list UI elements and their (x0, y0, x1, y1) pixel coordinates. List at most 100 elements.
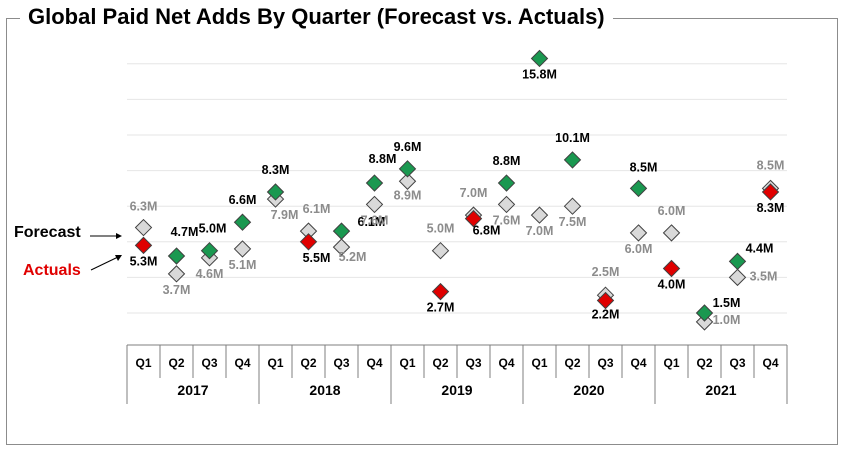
forecast-point (662, 224, 681, 242)
quarter-tick-label: Q3 (597, 356, 613, 370)
forecast-data-label: 7.9M (271, 208, 299, 222)
quarter-tick-label: Q2 (564, 356, 580, 370)
forecast-data-label: 8.5M (757, 158, 785, 172)
forecast-arrow-head (116, 233, 122, 239)
actual-point (761, 183, 780, 201)
actual-point (596, 291, 615, 310)
actual-data-label: 4.4M (746, 241, 774, 255)
forecast-point (695, 313, 714, 331)
quarter-tick-label: Q4 (630, 356, 646, 370)
quarter-tick-label: Q4 (366, 356, 382, 370)
forecast-data-label: 5.0M (427, 222, 455, 236)
actual-data-label: 8.8M (369, 152, 397, 166)
forecast-data-label: 2.5M (592, 265, 620, 279)
forecast-point (728, 268, 747, 287)
actual-point (365, 174, 384, 192)
actual-data-label: 4.7M (171, 225, 199, 239)
forecast-data-label: 7.6M (361, 213, 389, 227)
actual-data-label: 5.0M (199, 222, 227, 236)
year-tick-label: 2020 (573, 382, 604, 398)
forecast-point (332, 238, 351, 256)
forecast-point (233, 240, 252, 258)
legend-actuals-label: Actuals (23, 262, 81, 279)
actual-point (728, 252, 747, 271)
quarter-tick-label: Q4 (762, 356, 778, 370)
actual-point (134, 236, 153, 255)
actual-data-label: 5.3M (130, 254, 158, 268)
actual-point (431, 282, 450, 301)
forecast-point (629, 224, 648, 242)
forecast-point (497, 195, 516, 214)
forecast-data-label: 7.5M (559, 215, 587, 229)
year-tick-label: 2019 (441, 382, 472, 398)
forecast-data-label: 3.7M (163, 283, 191, 297)
gridlines (127, 63, 787, 314)
quarter-tick-label: Q1 (531, 356, 547, 370)
actual-point (464, 209, 483, 228)
actual-point (266, 183, 285, 201)
forecast-data-label: 1.0M (713, 313, 741, 327)
forecast-data-label: 7.0M (526, 224, 554, 238)
forecast-point (365, 195, 384, 214)
actual-point (299, 233, 318, 251)
quarter-tick-label: Q3 (333, 356, 349, 370)
quarter-tick-label: Q4 (234, 356, 250, 370)
actual-data-label: 8.3M (262, 163, 290, 177)
actual-data-label: 8.3M (757, 201, 785, 215)
quarter-tick-label: Q4 (498, 356, 514, 370)
forecast-data-label: 3.5M (750, 269, 778, 283)
forecast-data-label: 8.9M (394, 188, 422, 202)
forecast-point (398, 172, 417, 190)
quarter-tick-label: Q2 (696, 356, 712, 370)
actual-data-label: 9.6M (394, 140, 422, 154)
actual-point (398, 160, 417, 178)
actual-data-label: 5.5M (303, 251, 331, 265)
year-tick-label: 2021 (705, 382, 736, 398)
legend-forecast-label: Forecast (14, 224, 81, 241)
actual-data-label: 1.5M (713, 296, 741, 310)
quarter-tick-label: Q1 (267, 356, 283, 370)
actual-data-label: 2.7M (427, 301, 455, 315)
actuals-arrow-head (115, 255, 122, 261)
actual-point (332, 222, 351, 240)
legend-arrows (90, 233, 122, 271)
actual-data-label: 6.8M (473, 224, 501, 238)
forecast-point (167, 265, 186, 283)
actual-point (200, 241, 219, 260)
quarter-tick-label: Q1 (399, 356, 415, 370)
forecast-data-label: 6.3M (130, 200, 158, 214)
quarter-tick-label: Q2 (300, 356, 316, 370)
actuals-arrow (90, 256, 119, 271)
chart-title: Global Paid Net Adds By Quarter (Forecas… (20, 4, 613, 30)
quarter-tick-label: Q3 (465, 356, 481, 370)
actual-point (530, 49, 549, 68)
category-axis: Q1 Q2 Q3 Q4 Q1 Q2 Q3 Q4 Q1 Q2 Q3 Q4 Q1 Q2 Q3 Q4 Q1 Q2 Q3 Q4… (126, 344, 788, 404)
actual-data-label: 15.8M (522, 67, 557, 81)
forecast-point (530, 206, 549, 224)
actual-data-label: 8.8M (493, 154, 521, 168)
actual-data-label: 10.1M (555, 131, 590, 145)
actual-data-label: 6.6M (229, 193, 257, 207)
quarter-tick-label: Q2 (432, 356, 448, 370)
forecast-data-label: 7.6M (493, 213, 521, 227)
year-tick-label: 2018 (309, 382, 340, 398)
forecast-data-label: 6.0M (658, 204, 686, 218)
actual-point (629, 179, 648, 198)
actual-data-label: 4.0M (658, 278, 686, 292)
actual-data-label: 2.2M (592, 308, 620, 322)
quarter-tick-label: Q3 (729, 356, 745, 370)
forecast-point (431, 241, 450, 260)
quarter-tick-label: Q1 (663, 356, 679, 370)
actual-point (695, 304, 714, 322)
quarter-tick-label: Q3 (201, 356, 217, 370)
quarter-tick-label: Q2 (168, 356, 184, 370)
actual-point (662, 259, 681, 278)
forecast-data-label: 5.1M (229, 258, 257, 272)
actual-data-label: 8.5M (630, 160, 658, 174)
forecast-data-label: 6.0M (625, 242, 653, 256)
year-tick-label: 2017 (177, 382, 208, 398)
actual-point (167, 247, 186, 265)
quarter-tick-label: Q1 (135, 356, 151, 370)
actual-point (497, 174, 516, 192)
